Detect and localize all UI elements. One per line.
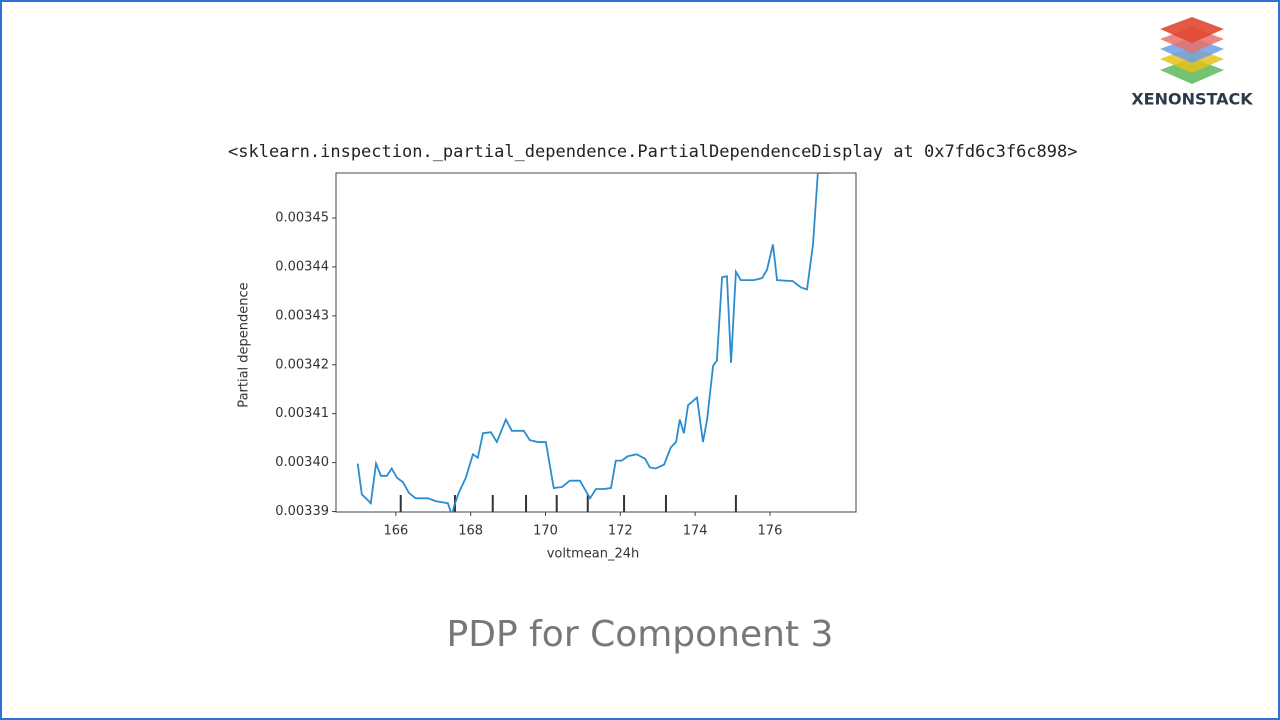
y-tick-label: 0.00344 [275, 259, 329, 274]
x-tick-label: 174 [683, 524, 708, 539]
y-tick-label: 0.00340 [275, 455, 329, 470]
plot-area [356, 173, 830, 512]
y-tick-label: 0.00345 [275, 211, 329, 226]
x-tick-label: 172 [608, 524, 633, 539]
logo-text: XENONSTACK [1131, 90, 1253, 109]
y-axis-label: Partial dependence [237, 282, 252, 407]
y-tick-label: 0.00341 [275, 406, 329, 421]
y-tick-label: 0.00342 [275, 357, 329, 372]
x-tick-label: 176 [758, 524, 783, 539]
x-axis-label: voltmean_24h [547, 547, 640, 562]
axes-frame [335, 172, 857, 513]
y-tick-label: 0.00343 [275, 308, 329, 323]
data-line [356, 173, 830, 512]
y-tick-label: 0.00339 [275, 504, 329, 519]
x-tick-label: 168 [458, 524, 483, 539]
caption: PDP for Component 3 [447, 614, 834, 655]
x-tick-label: 166 [383, 524, 408, 539]
output-repr: <sklearn.inspection._partial_dependence.… [228, 142, 1078, 162]
logo-icon [1160, 17, 1224, 84]
x-tick-label: 170 [533, 524, 558, 539]
